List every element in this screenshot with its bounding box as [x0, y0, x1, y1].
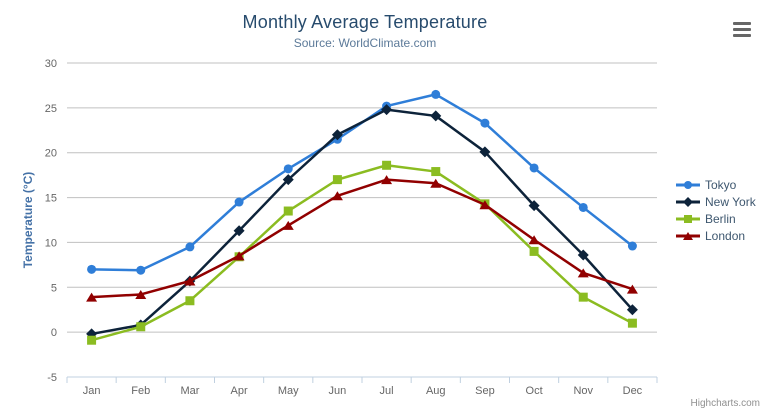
y-axis-tick-label: 5	[51, 282, 57, 294]
data-point-marker[interactable]	[684, 180, 692, 189]
data-point-marker[interactable]	[233, 251, 245, 261]
y-axis-tick-label: 20	[45, 148, 57, 160]
x-axis-tick-label: Aug	[426, 385, 446, 397]
x-axis-tick-label: Oct	[526, 385, 543, 397]
legend-item-berlin[interactable]: Berlin	[676, 210, 756, 227]
x-axis-tick-label: Feb	[131, 385, 150, 397]
data-point-marker[interactable]	[578, 292, 588, 302]
x-axis-tick-label: Nov	[573, 385, 593, 397]
legend-item-label: London	[705, 228, 746, 243]
data-point-marker[interactable]	[185, 296, 195, 306]
data-point-marker[interactable]	[184, 276, 196, 286]
legend-item-label: Tokyo	[705, 177, 737, 192]
x-axis-tick-label: Jan	[83, 385, 101, 397]
data-point-marker[interactable]	[684, 214, 692, 223]
data-point-marker[interactable]	[626, 304, 638, 316]
x-axis-tick-label: Jul	[380, 385, 394, 397]
data-point-marker[interactable]	[529, 163, 539, 173]
data-point-marker[interactable]	[683, 196, 693, 207]
diamond-legend-marker-icon	[676, 196, 700, 207]
data-point-marker[interactable]	[282, 220, 294, 230]
data-point-marker[interactable]	[233, 225, 245, 237]
data-point-marker[interactable]	[627, 318, 637, 328]
chart-title: Monthly Average Temperature	[242, 12, 488, 32]
data-point-marker[interactable]	[381, 104, 393, 116]
legend-item-label: New York	[705, 194, 756, 209]
data-point-marker[interactable]	[430, 110, 442, 122]
data-point-marker[interactable]	[577, 268, 589, 278]
data-point-marker[interactable]	[234, 197, 244, 207]
legend-item-label: Berlin	[705, 211, 736, 226]
data-point-marker[interactable]	[86, 292, 98, 302]
data-point-marker[interactable]	[431, 89, 441, 99]
data-point-marker[interactable]	[626, 284, 638, 294]
x-axis-tick-label: May	[278, 385, 299, 397]
data-point-marker[interactable]	[528, 200, 540, 212]
series-line	[90, 164, 634, 342]
data-point-marker[interactable]	[87, 335, 97, 345]
legend: Tokyo New York Berlin London	[676, 176, 756, 244]
circle-legend-marker-icon	[676, 180, 700, 189]
data-point-marker[interactable]	[479, 146, 491, 158]
square-legend-marker-icon	[676, 214, 700, 223]
legend-item-new-york[interactable]: New York	[676, 193, 756, 210]
data-point-marker[interactable]	[480, 118, 490, 128]
y-axis-tick-label: 10	[45, 237, 57, 249]
data-point-marker[interactable]	[479, 200, 491, 210]
x-axis-tick-label: Dec	[623, 385, 643, 397]
x-axis-tick-label: Jun	[329, 385, 347, 397]
data-point-marker[interactable]	[382, 160, 392, 170]
data-point-marker[interactable]	[135, 289, 147, 299]
x-axis-tick-label: Sep	[475, 385, 495, 397]
data-point-marker[interactable]	[578, 202, 588, 212]
hamburger-menu-icon	[733, 21, 751, 25]
y-axis-tick-label: 0	[51, 327, 57, 339]
data-point-marker[interactable]	[136, 265, 146, 275]
export-menu-button[interactable]	[729, 18, 755, 40]
data-point-marker[interactable]	[282, 174, 294, 186]
hamburger-menu-icon	[733, 27, 751, 31]
data-point-marker[interactable]	[185, 242, 195, 252]
legend-item-tokyo[interactable]: Tokyo	[676, 176, 756, 193]
chart-subtitle: Source: WorldClimate.com	[293, 36, 437, 50]
triangle-legend-marker-icon	[676, 231, 700, 240]
data-point-marker[interactable]	[528, 235, 540, 245]
data-point-marker[interactable]	[283, 206, 293, 216]
data-point-marker[interactable]	[332, 175, 342, 185]
series-line	[90, 178, 634, 299]
data-point-marker[interactable]	[627, 241, 637, 251]
y-axis-tick-label: 15	[45, 193, 57, 205]
series-line	[90, 108, 634, 336]
data-point-marker[interactable]	[136, 322, 146, 332]
data-point-marker[interactable]	[577, 249, 589, 261]
series-line	[90, 93, 634, 272]
x-axis-tick-label: Mar	[180, 385, 199, 397]
data-point-marker[interactable]	[683, 231, 693, 240]
data-point-marker[interactable]	[283, 164, 293, 174]
series-new-york	[86, 104, 638, 340]
data-point-marker[interactable]	[430, 178, 442, 188]
data-point-marker[interactable]	[87, 264, 97, 274]
y-axis-tick-label: -5	[47, 372, 57, 384]
hamburger-menu-icon	[733, 33, 751, 37]
legend-item-london[interactable]: London	[676, 227, 756, 244]
x-axis-tick-label: Apr	[231, 385, 248, 397]
data-point-marker[interactable]	[431, 167, 441, 177]
y-axis-tick-label: 30	[45, 58, 57, 70]
data-point-marker[interactable]	[331, 129, 343, 141]
series-tokyo	[87, 89, 637, 275]
data-point-marker[interactable]	[529, 246, 539, 256]
series-london	[86, 175, 638, 302]
data-point-marker[interactable]	[331, 191, 343, 201]
y-axis-tick-label: 25	[45, 103, 57, 115]
data-point-marker[interactable]	[381, 175, 393, 185]
credits-link[interactable]: Highcharts.com	[690, 398, 760, 409]
